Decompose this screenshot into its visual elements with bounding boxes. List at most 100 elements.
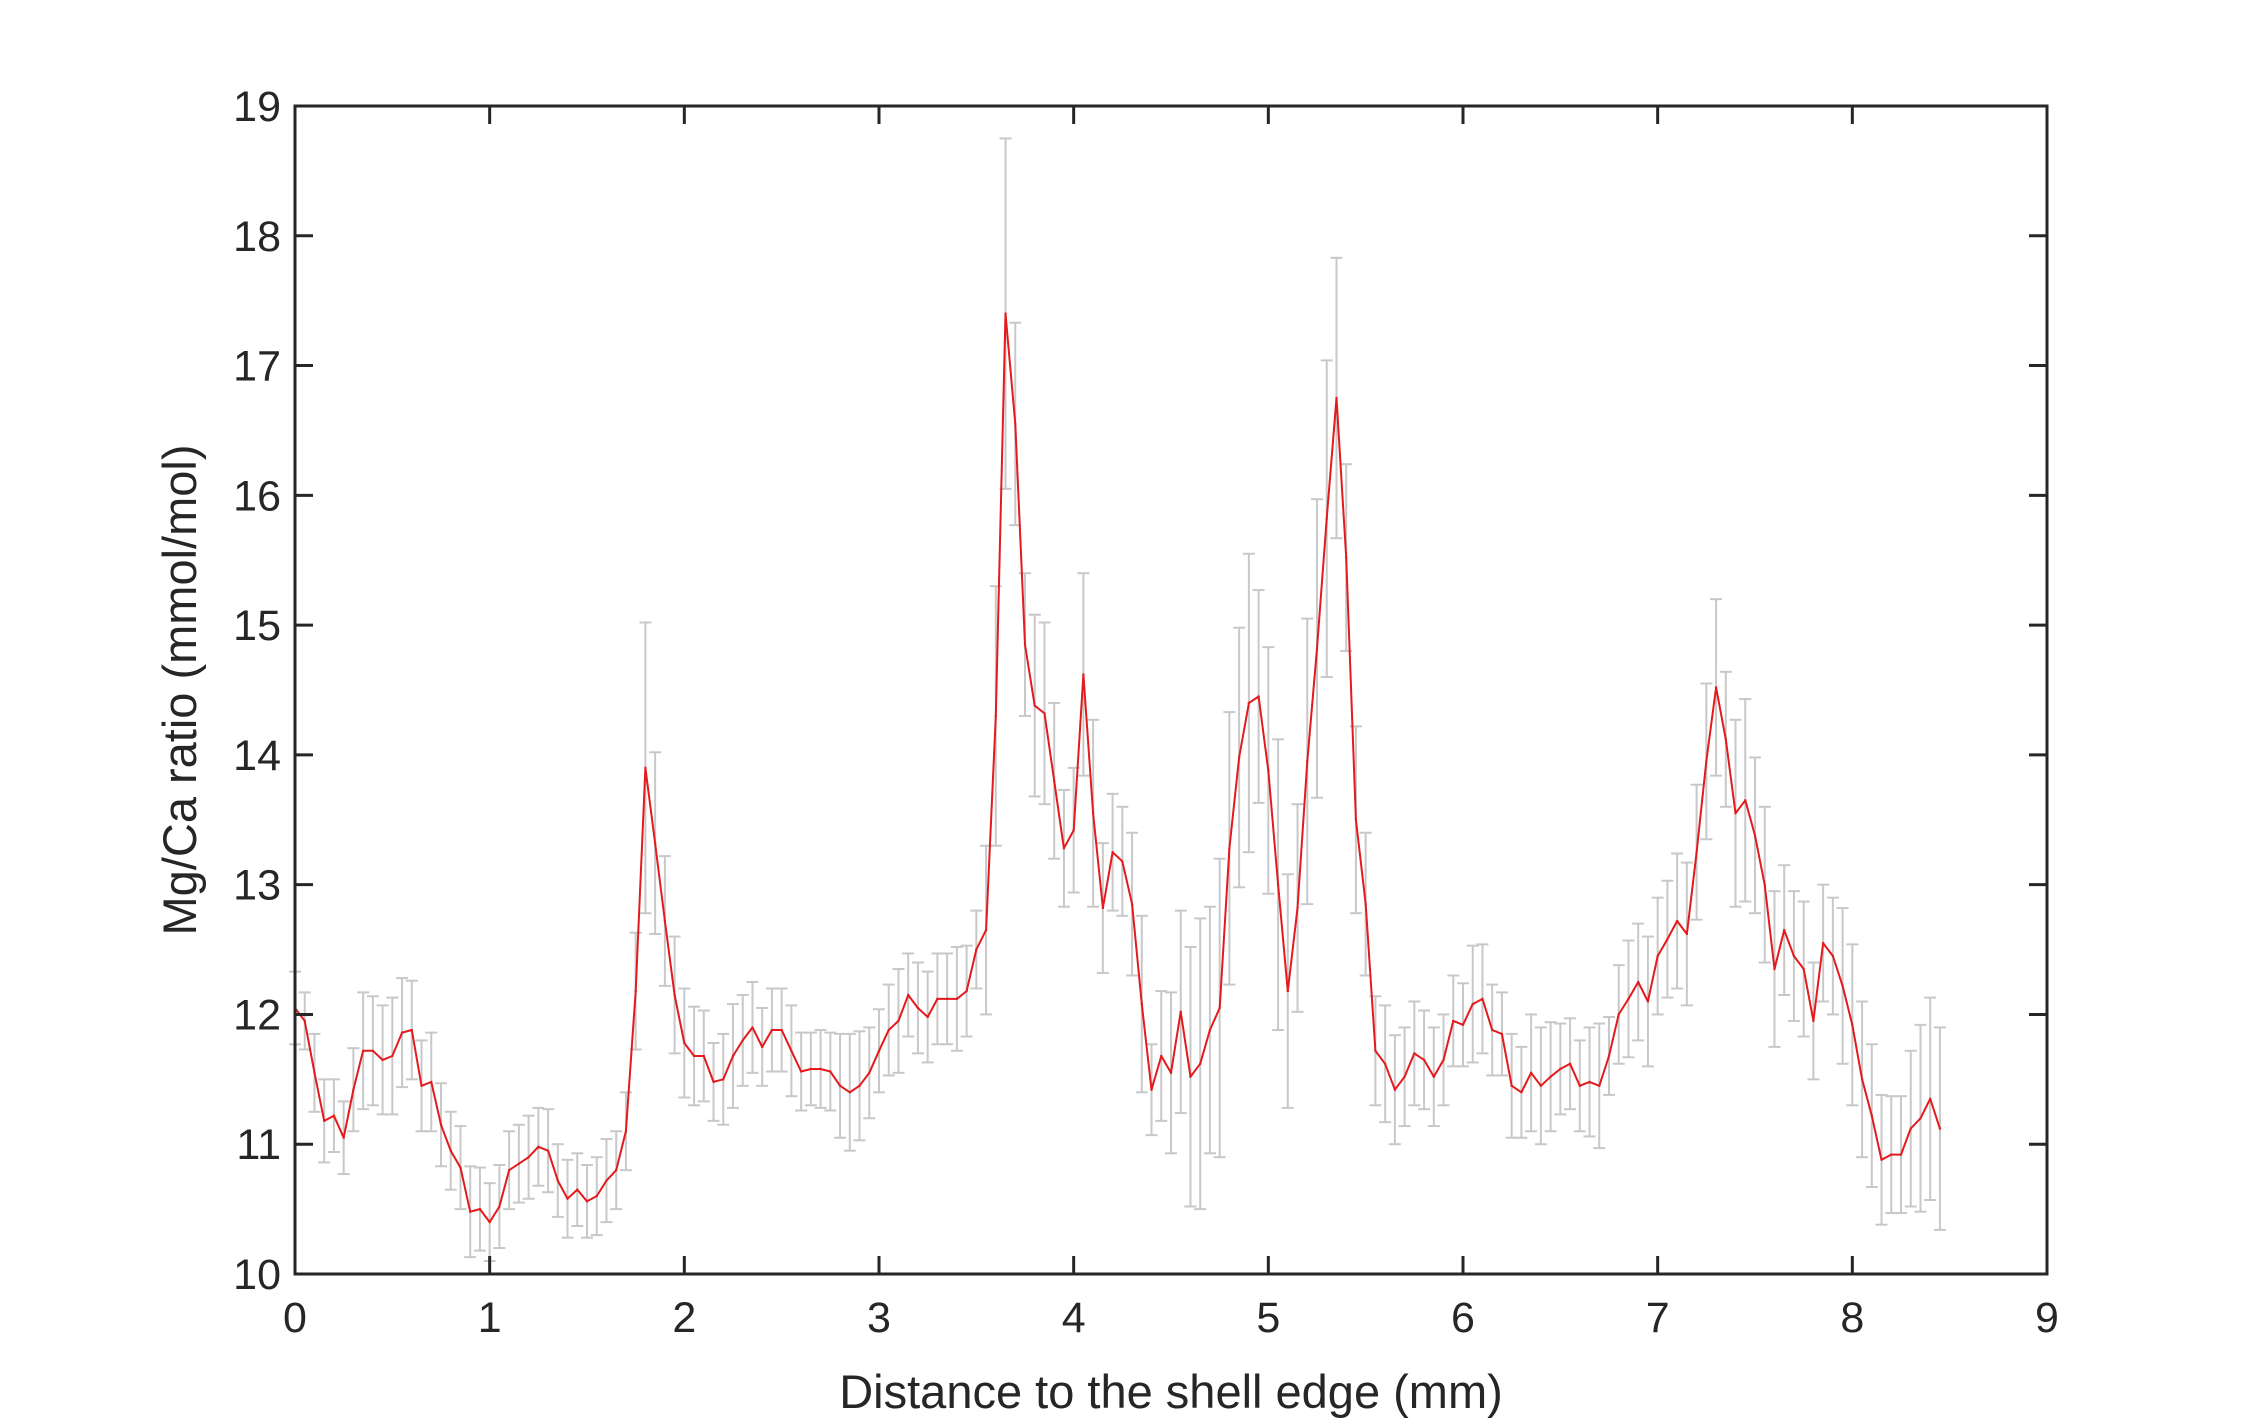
data-point [1724,738,1728,741]
data-point [1646,1000,1650,1003]
data-point [410,1028,413,1032]
data-point [615,1168,618,1172]
x-tick-label: 4 [1062,1294,1086,1342]
x-tick-label: 9 [2035,1294,2059,1342]
data-point [1705,760,1708,763]
x-tick-label: 5 [1256,1294,1280,1342]
data-point [1617,1013,1620,1016]
data-point [673,993,676,997]
data-point [361,1049,365,1052]
x-axis-label: Distance to the shell edge (mm) [839,1365,1503,1418]
data-point [653,841,657,845]
x-tick-label: 0 [283,1294,307,1342]
data-point [1413,1052,1416,1055]
data-point [1121,860,1124,863]
data-point [1062,847,1066,850]
data-point [478,1207,482,1211]
data-point [420,1084,423,1088]
data-point [1753,834,1757,837]
data-point [809,1067,813,1071]
data-point [907,993,910,997]
data-point [955,997,959,1001]
data-point [1919,1117,1922,1120]
data-point [1938,1127,1942,1130]
data-point [1043,712,1046,715]
data-point [585,1200,589,1203]
y-tick-label: 11 [236,1121,281,1169]
y-axis-label: Mg/Ca ratio (mmol/mol) [153,445,206,936]
data-point [1481,997,1484,1001]
data-point [391,1054,394,1058]
data-point [1539,1084,1543,1088]
data-point [1675,919,1679,923]
data-point [1568,1062,1572,1065]
data-point [731,1054,735,1058]
data-point [1296,906,1299,910]
data-point [1510,1084,1513,1088]
data-point [595,1194,598,1198]
data-point [323,1119,326,1123]
data-point [1870,1114,1874,1117]
data-point [1929,1097,1932,1101]
data-point [546,1149,550,1152]
data-point [1783,928,1786,932]
data-point [624,1130,628,1133]
y-axis: 10 11 12 13 14 15 16 17 18 19 [233,83,2047,1299]
data-point [1101,906,1105,910]
data-point [868,1071,871,1075]
data-point [332,1114,336,1117]
data-point [1374,1049,1377,1052]
data-point [1208,1028,1212,1032]
data-point [469,1210,472,1213]
data-point [527,1156,530,1159]
data-point [1023,643,1027,646]
data-point [790,1049,793,1052]
data-point [722,1078,725,1081]
data-point [1860,1078,1864,1081]
data-point [1267,769,1270,772]
data-point [877,1049,881,1052]
data-point [945,997,949,1001]
data-point [1345,556,1348,559]
data-point [1841,984,1844,988]
data-point [751,1026,754,1029]
y-tick-label: 14 [233,732,281,780]
data-point [683,1041,686,1045]
data-point [1014,422,1017,426]
data-point [1773,967,1776,971]
data-point [858,1084,861,1088]
data-point [741,1039,744,1042]
data-point [498,1205,501,1208]
data-point [1072,828,1075,832]
data-point [1607,1054,1611,1058]
data-point [1559,1067,1562,1071]
y-tick-label: 13 [233,862,281,910]
y-tick-label: 10 [233,1251,281,1299]
data-point [439,1123,443,1126]
data-point [936,997,939,1001]
data-point [1851,1023,1854,1027]
x-tick-label: 1 [478,1294,502,1342]
data-point [517,1162,521,1165]
data-point [838,1084,842,1088]
data-point [1695,851,1698,854]
data-point [1237,756,1241,759]
data-point [761,1045,764,1049]
data-point [1714,686,1718,689]
data-point [1744,799,1747,802]
data-point [1228,847,1231,850]
data-point [1432,1075,1436,1078]
plot-frame [293,104,2049,1276]
x-tick-label: 6 [1451,1294,1475,1342]
data-point [1890,1153,1893,1156]
data-point [829,1070,832,1073]
data-point [1909,1127,1912,1130]
data-point [1276,883,1280,886]
data-point [1004,312,1007,315]
data-point [576,1188,579,1191]
data-point [780,1028,783,1032]
y-tick-label: 15 [233,602,281,650]
data-point [1549,1075,1552,1078]
data-point [819,1067,822,1071]
